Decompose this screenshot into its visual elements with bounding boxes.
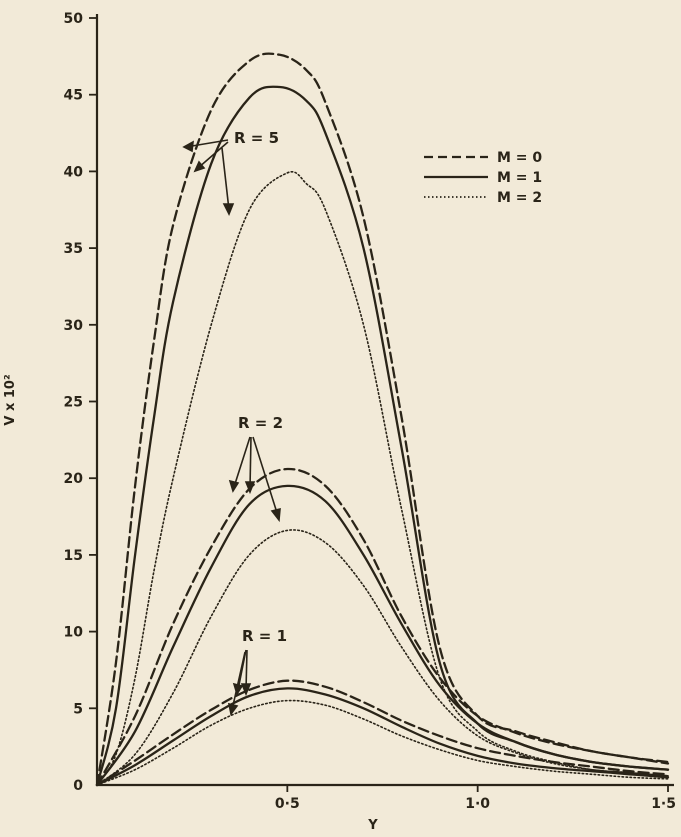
arrowhead-r5-dashed [182,140,194,153]
y-tick-label: 35 [64,241,83,257]
series-line-r2-dashed [95,467,670,787]
group-labels: R = 5 R = 2 R = 1 [234,129,287,645]
arrow-r2-dotted [252,436,279,517]
arrowhead-r5-solid [193,160,206,173]
y-tick-label: 20 [64,471,84,487]
x-tick-label: 1·0 [465,796,490,812]
annotation-arrows [182,139,281,716]
arrow-r2-dashed [233,436,251,488]
legend-label-m0: M = 0 [497,150,542,166]
x-tick-label: 1·5 [651,796,676,812]
y-ticks: 0 5 10 15 20 25 30 35 40 45 50 [64,11,97,794]
y-tick-label: 15 [64,548,83,564]
arrowhead-r1-solid [240,683,252,697]
x-axis-label: Y [367,818,378,833]
series-line-r5-dotted [96,171,669,786]
y-tick-label: 5 [73,701,83,717]
x-ticks: 0·5 1·0 1·5 [275,785,676,812]
y-tick-label: 10 [64,625,84,641]
arrowhead-r1-dotted [227,702,239,716]
y-tick-label: 45 [64,88,83,104]
series-line-r1-solid [95,687,670,787]
group-label-r2: R = 2 [238,414,283,432]
arrow-r5-solid [197,141,229,169]
series-line-r2-dotted [96,529,669,786]
legend-label-m2: M = 2 [497,190,542,206]
series-layer [95,52,670,787]
legend: M = 0 M = 1 M = 2 [424,150,542,206]
y-tick-label: 50 [64,11,84,27]
y-axis-label: V x 10² [3,374,18,425]
x-tick-label: 0·5 [275,796,300,812]
series-line-r1-dashed [95,679,670,787]
legend-label-m1: M = 1 [497,170,542,186]
group-label-r5: R = 5 [234,129,279,147]
arrowhead-r2-dashed [228,479,240,493]
arrowhead-r2-solid [244,481,256,495]
axes [95,14,674,787]
series-line-r5-dashed [95,52,670,787]
arrow-r2-solid [249,436,252,489]
y-tick-label: 30 [64,318,84,334]
arrow-r5-dotted [221,147,230,211]
y-tick-label: 0 [73,778,83,794]
y-tick-label: 25 [64,395,83,411]
arrowhead-r2-dotted [270,507,281,523]
group-label-r1: R = 1 [242,627,287,645]
series-line-r1-dotted [96,699,669,786]
series-line-r2-solid [95,484,670,787]
arrowhead-r5-dotted [222,203,235,216]
y-tick-label: 40 [64,164,84,180]
arrow-r1-dotted [231,651,246,711]
